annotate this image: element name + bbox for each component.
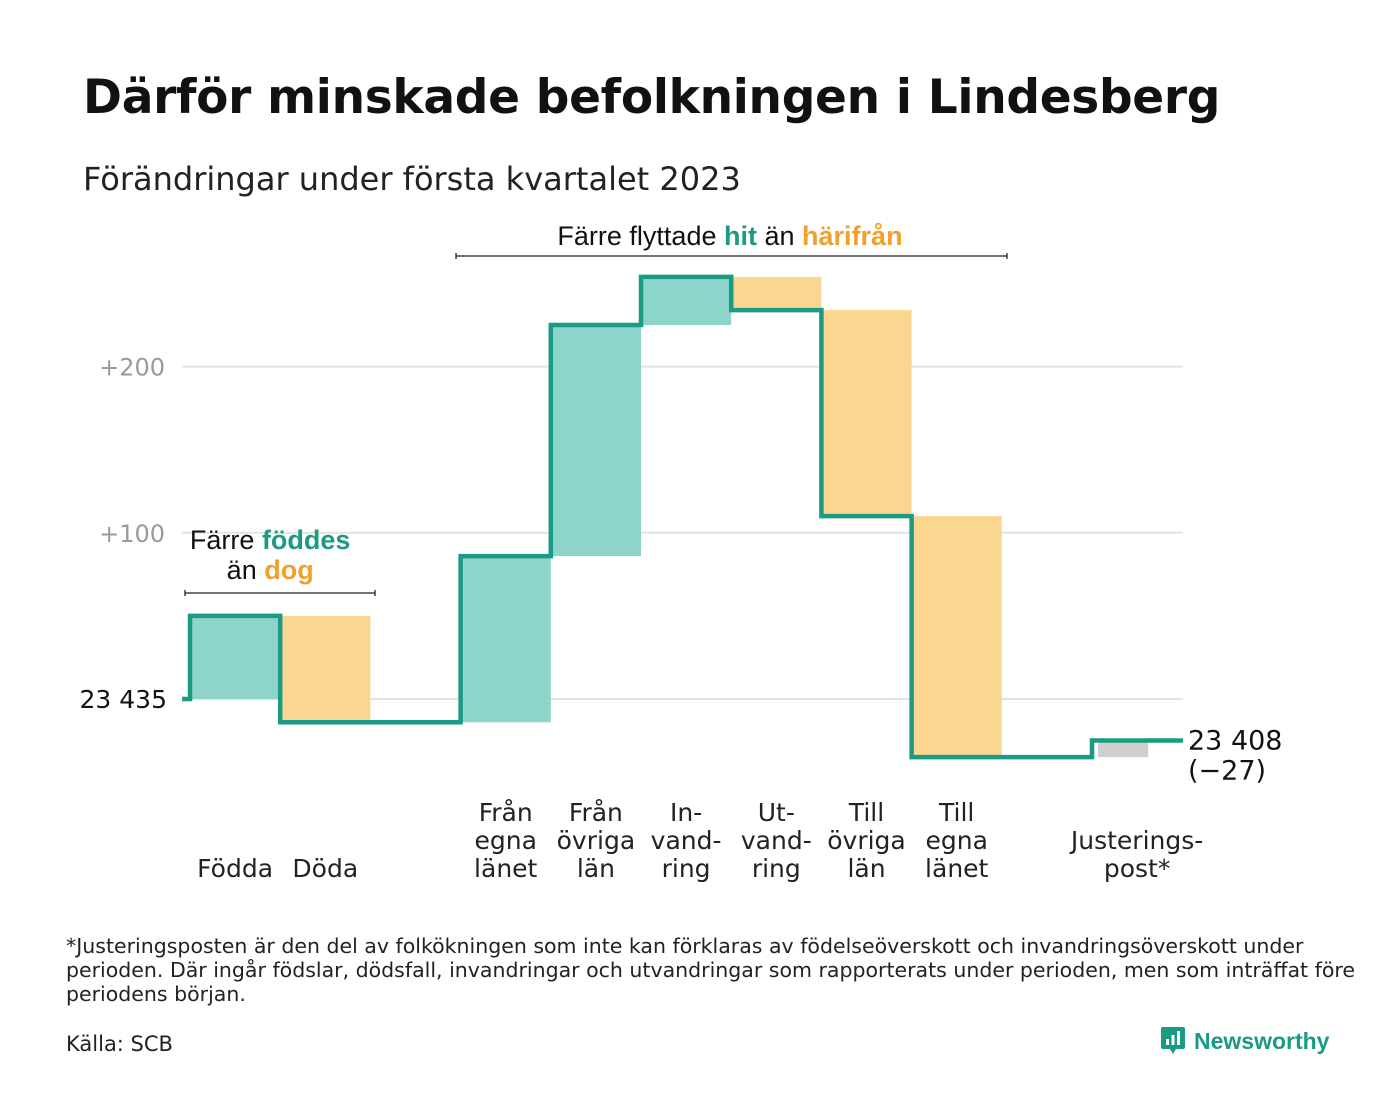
category-label: Döda [292, 854, 358, 883]
annotation-part: dog [264, 555, 313, 585]
brand-logo: Newsworthy [1160, 1026, 1329, 1056]
start-value-label: 23 435 [80, 685, 167, 714]
category-label: övriga [557, 826, 636, 855]
source-note: Källa: SCB [66, 1032, 173, 1056]
annotation-part: Färre flyttade [557, 221, 724, 251]
category-label: Till [938, 798, 974, 827]
annotation-part: än [227, 555, 265, 585]
bar-chart-speech-bubble-icon [1161, 1027, 1185, 1054]
annotation-part: härifrån [802, 221, 903, 251]
annotation-migration: Färre flyttade hit än härifrån [557, 221, 902, 251]
running-total-line [182, 274, 1183, 760]
y-tick-label: +100 [99, 520, 165, 548]
category-label: Justerings- [1069, 826, 1203, 855]
category-label: egna [925, 826, 987, 855]
annotation-part: föddes [262, 525, 351, 555]
category-label: post* [1104, 854, 1171, 883]
annotation-part: hit [724, 221, 757, 251]
annotation-births-deaths: Färre föddes [190, 525, 351, 555]
brand-name: Newsworthy [1194, 1027, 1330, 1054]
category-label: ring [662, 854, 711, 883]
inflow-bar [190, 615, 281, 699]
end-value-label: 23 408 [1188, 726, 1282, 757]
category-label: Ut- [758, 798, 795, 827]
category-label: Till [848, 798, 884, 827]
category-label: Födda [197, 854, 273, 883]
chart-title: Därför minskade befolkningen i Lindesber… [83, 70, 1221, 125]
annotation-part: Färre [190, 525, 262, 555]
outflow-bar [911, 516, 1002, 758]
category-label: Från [479, 798, 533, 827]
inflow-bar [460, 556, 551, 723]
category-label: In- [670, 798, 702, 827]
category-label: länet [474, 854, 537, 883]
inflow-bar [550, 325, 641, 557]
adjustment-bar [1098, 740, 1149, 758]
y-tick-label: +200 [99, 354, 165, 382]
category-label: övriga [827, 826, 906, 855]
outflow-bar [821, 310, 912, 517]
outflow-bar [731, 276, 822, 311]
category-label: egna [474, 826, 536, 855]
category-label: ring [752, 854, 801, 883]
category-label: länet [925, 854, 988, 883]
footnote: *Justeringsposten är den del av folkökni… [66, 934, 1355, 1006]
change-label: (−27) [1188, 756, 1266, 787]
outflow-bar [280, 615, 371, 723]
inflow-bar [641, 276, 732, 326]
category-label: vand- [651, 826, 722, 855]
category-label: län [577, 854, 615, 883]
annotation-births-deaths: än dog [227, 555, 314, 585]
category-label: vand- [741, 826, 812, 855]
annotation-part: än [757, 221, 802, 251]
chart-subtitle: Förändringar under första kvartalet 2023 [83, 160, 741, 198]
category-label: Från [569, 798, 623, 827]
category-label: län [847, 854, 885, 883]
